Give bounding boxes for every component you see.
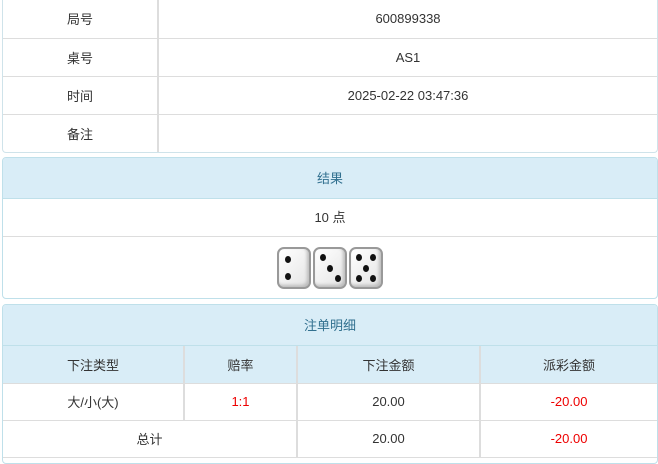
- die-pip: [356, 275, 363, 283]
- die-pip: [369, 253, 376, 261]
- die-face-5: [349, 246, 383, 289]
- die-pip: [369, 275, 376, 283]
- bet-details-title: 注单明细: [3, 305, 657, 346]
- result-title: 结果: [3, 158, 657, 199]
- col-odds: 赔率: [184, 346, 298, 384]
- die-pip: [334, 275, 341, 283]
- total-row: 总计 20.00 -20.00: [3, 420, 657, 458]
- dice-row: [3, 237, 657, 298]
- die-pip: [327, 264, 333, 272]
- die-pip: [319, 253, 326, 261]
- info-row-note: 备注: [3, 114, 657, 152]
- die-face-2: [277, 246, 311, 289]
- col-payout: 派彩金额: [480, 346, 657, 384]
- die-pip: [356, 253, 363, 261]
- result-points: 10 点: [3, 199, 657, 237]
- info-row-time: 时间 2025-02-22 03:47:36: [3, 76, 657, 115]
- table-row: 大/小(大) 1:1 20.00 -20.00: [3, 383, 657, 421]
- result-panel: 结果 10 点: [2, 157, 658, 299]
- die-pip: [285, 256, 291, 264]
- bet-details-panel: 注单明细 下注类型 赔率 下注金额 派彩金额 大/小(大) 1:1 20.00 …: [2, 304, 658, 464]
- col-bet-amount: 下注金额: [297, 346, 481, 384]
- die-face-3: [313, 246, 347, 289]
- info-row-table: 桌号 AS1: [3, 38, 657, 77]
- col-bet-type: 下注类型: [3, 346, 185, 384]
- info-row-round: 局号 600899338: [3, 0, 657, 39]
- round-info-table: 局号 600899338 桌号 AS1 时间 2025-02-22 03:47:36 …: [2, 0, 658, 153]
- die-pip: [363, 264, 369, 272]
- die-pip: [285, 272, 291, 280]
